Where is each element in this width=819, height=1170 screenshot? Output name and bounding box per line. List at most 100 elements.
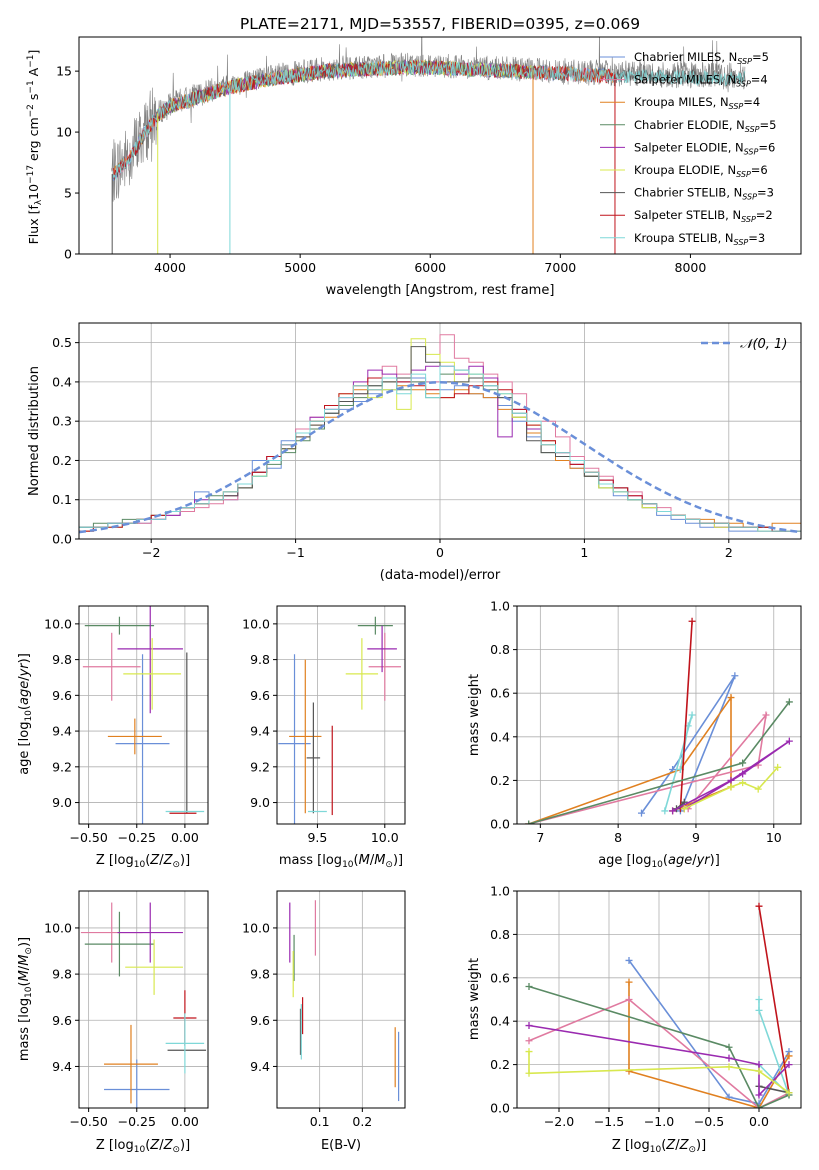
x-tick-label: 0.1 — [310, 1114, 330, 1129]
x-tick-label: 6000 — [414, 260, 446, 275]
weight-marker-salpeter_elodie — [755, 1091, 763, 1099]
x-tick-label: 0.00 — [171, 1114, 199, 1129]
weight-marker-chabrier_elodie — [525, 820, 533, 824]
y-tick-label: 0.6 — [490, 970, 510, 985]
weight-marker-kroupa_stelib — [755, 1006, 763, 1014]
weight-marker-salpeter_stelib — [688, 617, 696, 625]
mass-vs-ebv-panel: E(B-V) 0.1 0.2 9.4 9.6 9.8 10.0 — [242, 890, 406, 1153]
weight-marker-chabrier_miles — [637, 809, 645, 817]
x-tick-label: 0.0 — [749, 1114, 769, 1129]
y-tick-label: 0.2 — [490, 773, 510, 788]
weight-line-chabrier_stelib — [758, 1085, 790, 1094]
mass-ebv-axes-frame — [276, 890, 406, 1109]
age-z-ylabel: age [log10(age/yr)] — [17, 653, 34, 775]
y-tick-label: 9.8 — [52, 967, 72, 982]
weight-marker-salpeter_elodie — [785, 737, 793, 745]
x-tick-label: −2 — [142, 545, 160, 560]
residuals-xlabel: (data-model)/error — [380, 568, 501, 583]
normal-legend-label: 𝒩(0, 1) — [740, 337, 787, 352]
weight-line-chabrier_elodie — [528, 701, 790, 824]
weight-marker-kroupa_miles — [727, 694, 735, 702]
y-tick-label: 10.0 — [242, 616, 270, 631]
weight-marker-kroupa_elodie — [727, 783, 735, 791]
weight-marker-kroupa_stelib — [688, 711, 696, 719]
x-tick-label: 7 — [536, 830, 544, 845]
x-tick-label: 7000 — [544, 260, 576, 275]
y-tick-label: 9.0 — [250, 795, 270, 810]
x-tick-label: −1.0 — [644, 1114, 674, 1129]
spectrum-panel: Flux [fλ10−17 erg cm−2 s−1 A−1] waveleng… — [26, 36, 802, 298]
y-tick-label: 0.4 — [52, 374, 72, 389]
weight-marker-kroupa_elodie — [525, 1069, 533, 1077]
model-spectrum-chabrier_miles — [112, 60, 613, 182]
x-tick-label: −0.25 — [118, 830, 156, 845]
y-tick-label: 9.6 — [52, 1013, 72, 1028]
x-tick-label: 8000 — [675, 260, 707, 275]
weight-marker-chabrier_miles — [625, 956, 633, 964]
y-tick-label: 0 — [64, 247, 72, 262]
legend-entry-chabrier_miles: Chabrier MILES, NSSP=5 — [634, 50, 769, 66]
weight-marker-kroupa_elodie — [525, 1048, 533, 1056]
y-tick-label: 9.0 — [52, 795, 72, 810]
age-vs-z-panel: age [log10(age/yr)] Z [log10(Z/Z⊙)] −0.5… — [17, 605, 209, 870]
y-tick-label: 5 — [64, 186, 72, 201]
weight-z-xlabel: Z [log10(Z/Z⊙)] — [612, 1138, 706, 1155]
weight-marker-kroupa_elodie — [680, 805, 688, 813]
y-tick-label: 9.6 — [250, 1013, 270, 1028]
weight-marker-kroupa_elodie — [785, 1089, 793, 1097]
y-tick-label: 9.8 — [250, 967, 270, 982]
weight-marker-kroupa_stelib — [661, 807, 669, 815]
mass-z-ylabel: mass [log10(M/M⊙)] — [17, 937, 34, 1061]
x-tick-label: 9 — [692, 830, 700, 845]
x-tick-label: 8 — [614, 830, 622, 845]
x-tick-label: 5000 — [284, 260, 316, 275]
x-tick-label: 0 — [436, 545, 444, 560]
mass-ebv-xlabel: E(B-V) — [321, 1138, 361, 1153]
age-vs-mass-panel: mass [log10(M/M⊙)] 9.5 10.0 9.0 9.2 9.4 9.6 9.… — [242, 605, 406, 870]
y-tick-label: 0.0 — [490, 1101, 510, 1116]
spectrum-xlabel: wavelength [Angstrom, rest frame] — [326, 283, 555, 298]
x-tick-label: −0.50 — [69, 1114, 107, 1129]
y-tick-label: 0.2 — [490, 1057, 510, 1072]
legend-entry-salpeter_miles: Salpeter MILES, NSSP=4 — [634, 73, 768, 89]
y-tick-label: 0.4 — [490, 1014, 510, 1029]
spectrum-ylabel: Flux [fλ10−17 erg cm−2 s−1 A−1] — [26, 50, 44, 245]
y-tick-label: 0.5 — [52, 335, 72, 350]
y-tick-label: 9.2 — [250, 759, 270, 774]
legend-entry-salpeter_stelib: Salpeter STELIB, NSSP=2 — [634, 208, 773, 224]
y-tick-label: 0.3 — [52, 414, 72, 429]
y-tick-label: 9.2 — [52, 759, 72, 774]
weight-marker-kroupa_stelib — [755, 996, 763, 1003]
weight-marker-salpeter_elodie — [755, 1061, 763, 1069]
weight-marker-chabrier_elodie — [739, 759, 747, 767]
weight-marker-chabrier_elodie — [525, 982, 533, 990]
weight-marker-kroupa_miles — [625, 1067, 633, 1075]
legend-entry-chabrier_stelib: Chabrier STELIB, NSSP=3 — [634, 186, 774, 202]
figure-title: PLATE=2171, MJD=53557, FIBERID=0395, z=0… — [240, 15, 640, 33]
legend-entry-chabrier_elodie: Chabrier ELODIE, NSSP=5 — [634, 118, 776, 134]
weight-marker-chabrier_elodie — [725, 1043, 733, 1051]
weight-marker-kroupa_elodie — [739, 779, 747, 787]
weight-line-chabrier_elodie — [528, 985, 790, 1108]
x-tick-label: −0.25 — [118, 1114, 156, 1129]
x-tick-label: 9.5 — [307, 830, 327, 845]
x-tick-label: 0.00 — [171, 830, 199, 845]
weight-marker-kroupa_elodie — [774, 763, 782, 771]
spectrum-axes-frame — [78, 36, 802, 255]
x-tick-label: −1.5 — [594, 1114, 624, 1129]
mass-z-axes-frame — [78, 890, 209, 1109]
x-tick-label: −0.50 — [69, 830, 107, 845]
y-tick-label: 0.8 — [490, 927, 510, 942]
x-tick-label: −0.5 — [694, 1114, 724, 1129]
residuals-panel: Normed distribution (data-model)/error −… — [27, 322, 802, 583]
x-tick-label: 10.0 — [371, 830, 399, 845]
y-tick-label: 10.0 — [242, 920, 270, 935]
weight-vs-z-panel: mass weight Z [log10(Z/Z⊙)] −2.0 −1.5 −1.0… — [467, 884, 802, 1155]
age-mass-xlabel: mass [log10(M/M⊙)] — [279, 853, 403, 870]
weight-marker-salpeter_elodie — [739, 770, 747, 778]
y-tick-label: 1.0 — [490, 884, 510, 899]
x-tick-label: −1 — [286, 545, 304, 560]
weight-marker-salpeter_elodie — [669, 807, 677, 815]
histogram-kroupa_stelib — [79, 365, 801, 532]
